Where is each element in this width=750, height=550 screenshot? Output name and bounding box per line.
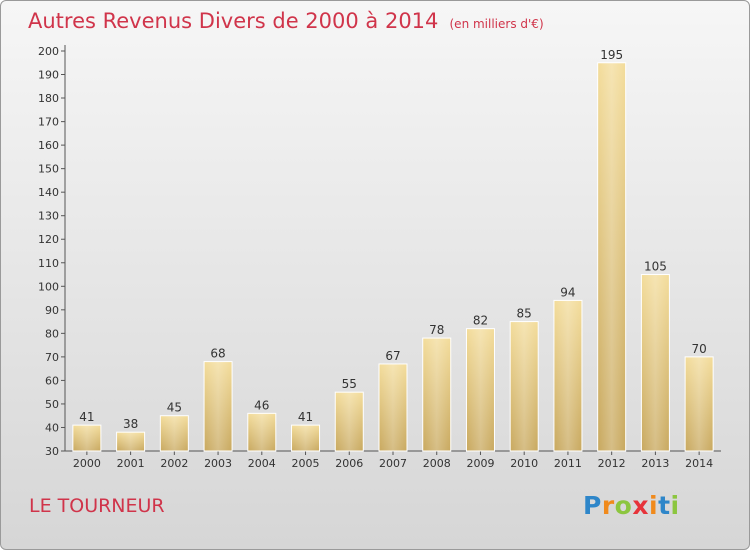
- x-tick-label: 2004: [248, 457, 276, 470]
- value-labels: 41 38 45 68 46 41 55 67 78 82 85 94 195 105 70: [79, 48, 707, 431]
- y-tick-label: 130: [38, 210, 59, 223]
- bar-highlight: [72, 425, 101, 451]
- y-tick-label: 70: [45, 351, 59, 364]
- y-tick-label: 30: [45, 445, 59, 458]
- y-tick-label: 150: [38, 163, 59, 176]
- bar-highlight: [597, 62, 626, 451]
- y-tick-label: 120: [38, 233, 59, 246]
- bar-value-label: 70: [691, 342, 706, 356]
- logo-letter: P: [583, 491, 602, 520]
- bar-value-label: 85: [517, 307, 532, 321]
- bar-value-label: 195: [600, 48, 623, 62]
- bar-highlight: [466, 328, 495, 451]
- x-tick-label: 2010: [510, 457, 538, 470]
- bar-highlight: [685, 356, 714, 451]
- x-tick-label: 2012: [598, 457, 626, 470]
- bar-highlight: [204, 361, 233, 451]
- axes: 30 40 50 60 70 80 90 100 110 120 130 140 150 160 170 18…: [38, 45, 721, 470]
- y-tick-label: 140: [38, 186, 59, 199]
- y-tick-label: 60: [45, 374, 59, 387]
- logo-letter: t: [658, 491, 671, 520]
- x-tick-label: 2011: [554, 457, 582, 470]
- x-tick-label: 2003: [204, 457, 232, 470]
- bar-value-label: 45: [167, 401, 182, 415]
- logo-letter: i: [649, 491, 659, 520]
- bar-highlight: [160, 415, 189, 451]
- bar-value-label: 41: [79, 410, 94, 424]
- bar-highlight: [116, 432, 145, 451]
- brand-logo: Proxiti: [583, 491, 680, 520]
- bar-value-label: 82: [473, 314, 488, 328]
- chart-title: Autres Revenus Divers de 2000 à 2014: [28, 9, 439, 33]
- bar-highlight: [641, 274, 670, 451]
- y-tick-label: 100: [38, 280, 59, 293]
- chart-subtitle: (en milliers d'€): [449, 17, 544, 31]
- bar-highlight: [553, 300, 582, 451]
- y-tick-label: 80: [45, 327, 59, 340]
- bar-highlight: [291, 425, 320, 451]
- bar-value-label: 94: [560, 285, 575, 299]
- y-tick-label: 40: [45, 421, 59, 434]
- x-tick-label: 2007: [379, 457, 407, 470]
- bar-highlight: [379, 363, 407, 451]
- y-tick-label: 160: [38, 139, 59, 152]
- bars: [72, 62, 714, 452]
- logo-letter: o: [614, 491, 633, 520]
- x-tick-label: 2009: [466, 457, 494, 470]
- bar-value-label: 78: [429, 323, 444, 337]
- bar-highlight: [422, 338, 451, 451]
- x-tick-label: 2001: [117, 457, 145, 470]
- y-tick-label: 170: [38, 116, 59, 129]
- bar-value-label: 46: [254, 398, 269, 412]
- logo-letter: i: [670, 491, 680, 520]
- x-tick-label: 2000: [73, 457, 101, 470]
- bar-value-label: 105: [644, 260, 667, 274]
- y-tick-label: 90: [45, 304, 59, 317]
- x-tick-label: 2013: [641, 457, 669, 470]
- bar-highlight: [247, 413, 276, 451]
- bar-value-label: 41: [298, 410, 313, 424]
- y-tick-label: 50: [45, 398, 59, 411]
- y-tick-label: 110: [38, 257, 59, 270]
- bar-highlight: [510, 321, 539, 451]
- x-tick-label: 2008: [423, 457, 451, 470]
- logo-letter: x: [632, 491, 649, 520]
- x-tick-label: 2014: [685, 457, 713, 470]
- x-tick-label: 2005: [292, 457, 320, 470]
- y-tick-label: 190: [38, 69, 59, 82]
- bar-value-label: 67: [385, 349, 400, 363]
- y-tick-label: 180: [38, 92, 59, 105]
- bar-value-label: 38: [123, 417, 138, 431]
- bar-highlight: [335, 392, 364, 451]
- bar-value-label: 55: [342, 377, 357, 391]
- location-name: LE TOURNEUR: [29, 495, 165, 517]
- title-block: Autres Revenus Divers de 2000 à 2014 (en…: [28, 9, 544, 33]
- x-tick-label: 2006: [335, 457, 363, 470]
- logo-letter: r: [601, 491, 615, 520]
- y-tick-label: 200: [38, 45, 59, 58]
- x-tick-label: 2002: [160, 457, 188, 470]
- bar-value-label: 68: [210, 347, 225, 361]
